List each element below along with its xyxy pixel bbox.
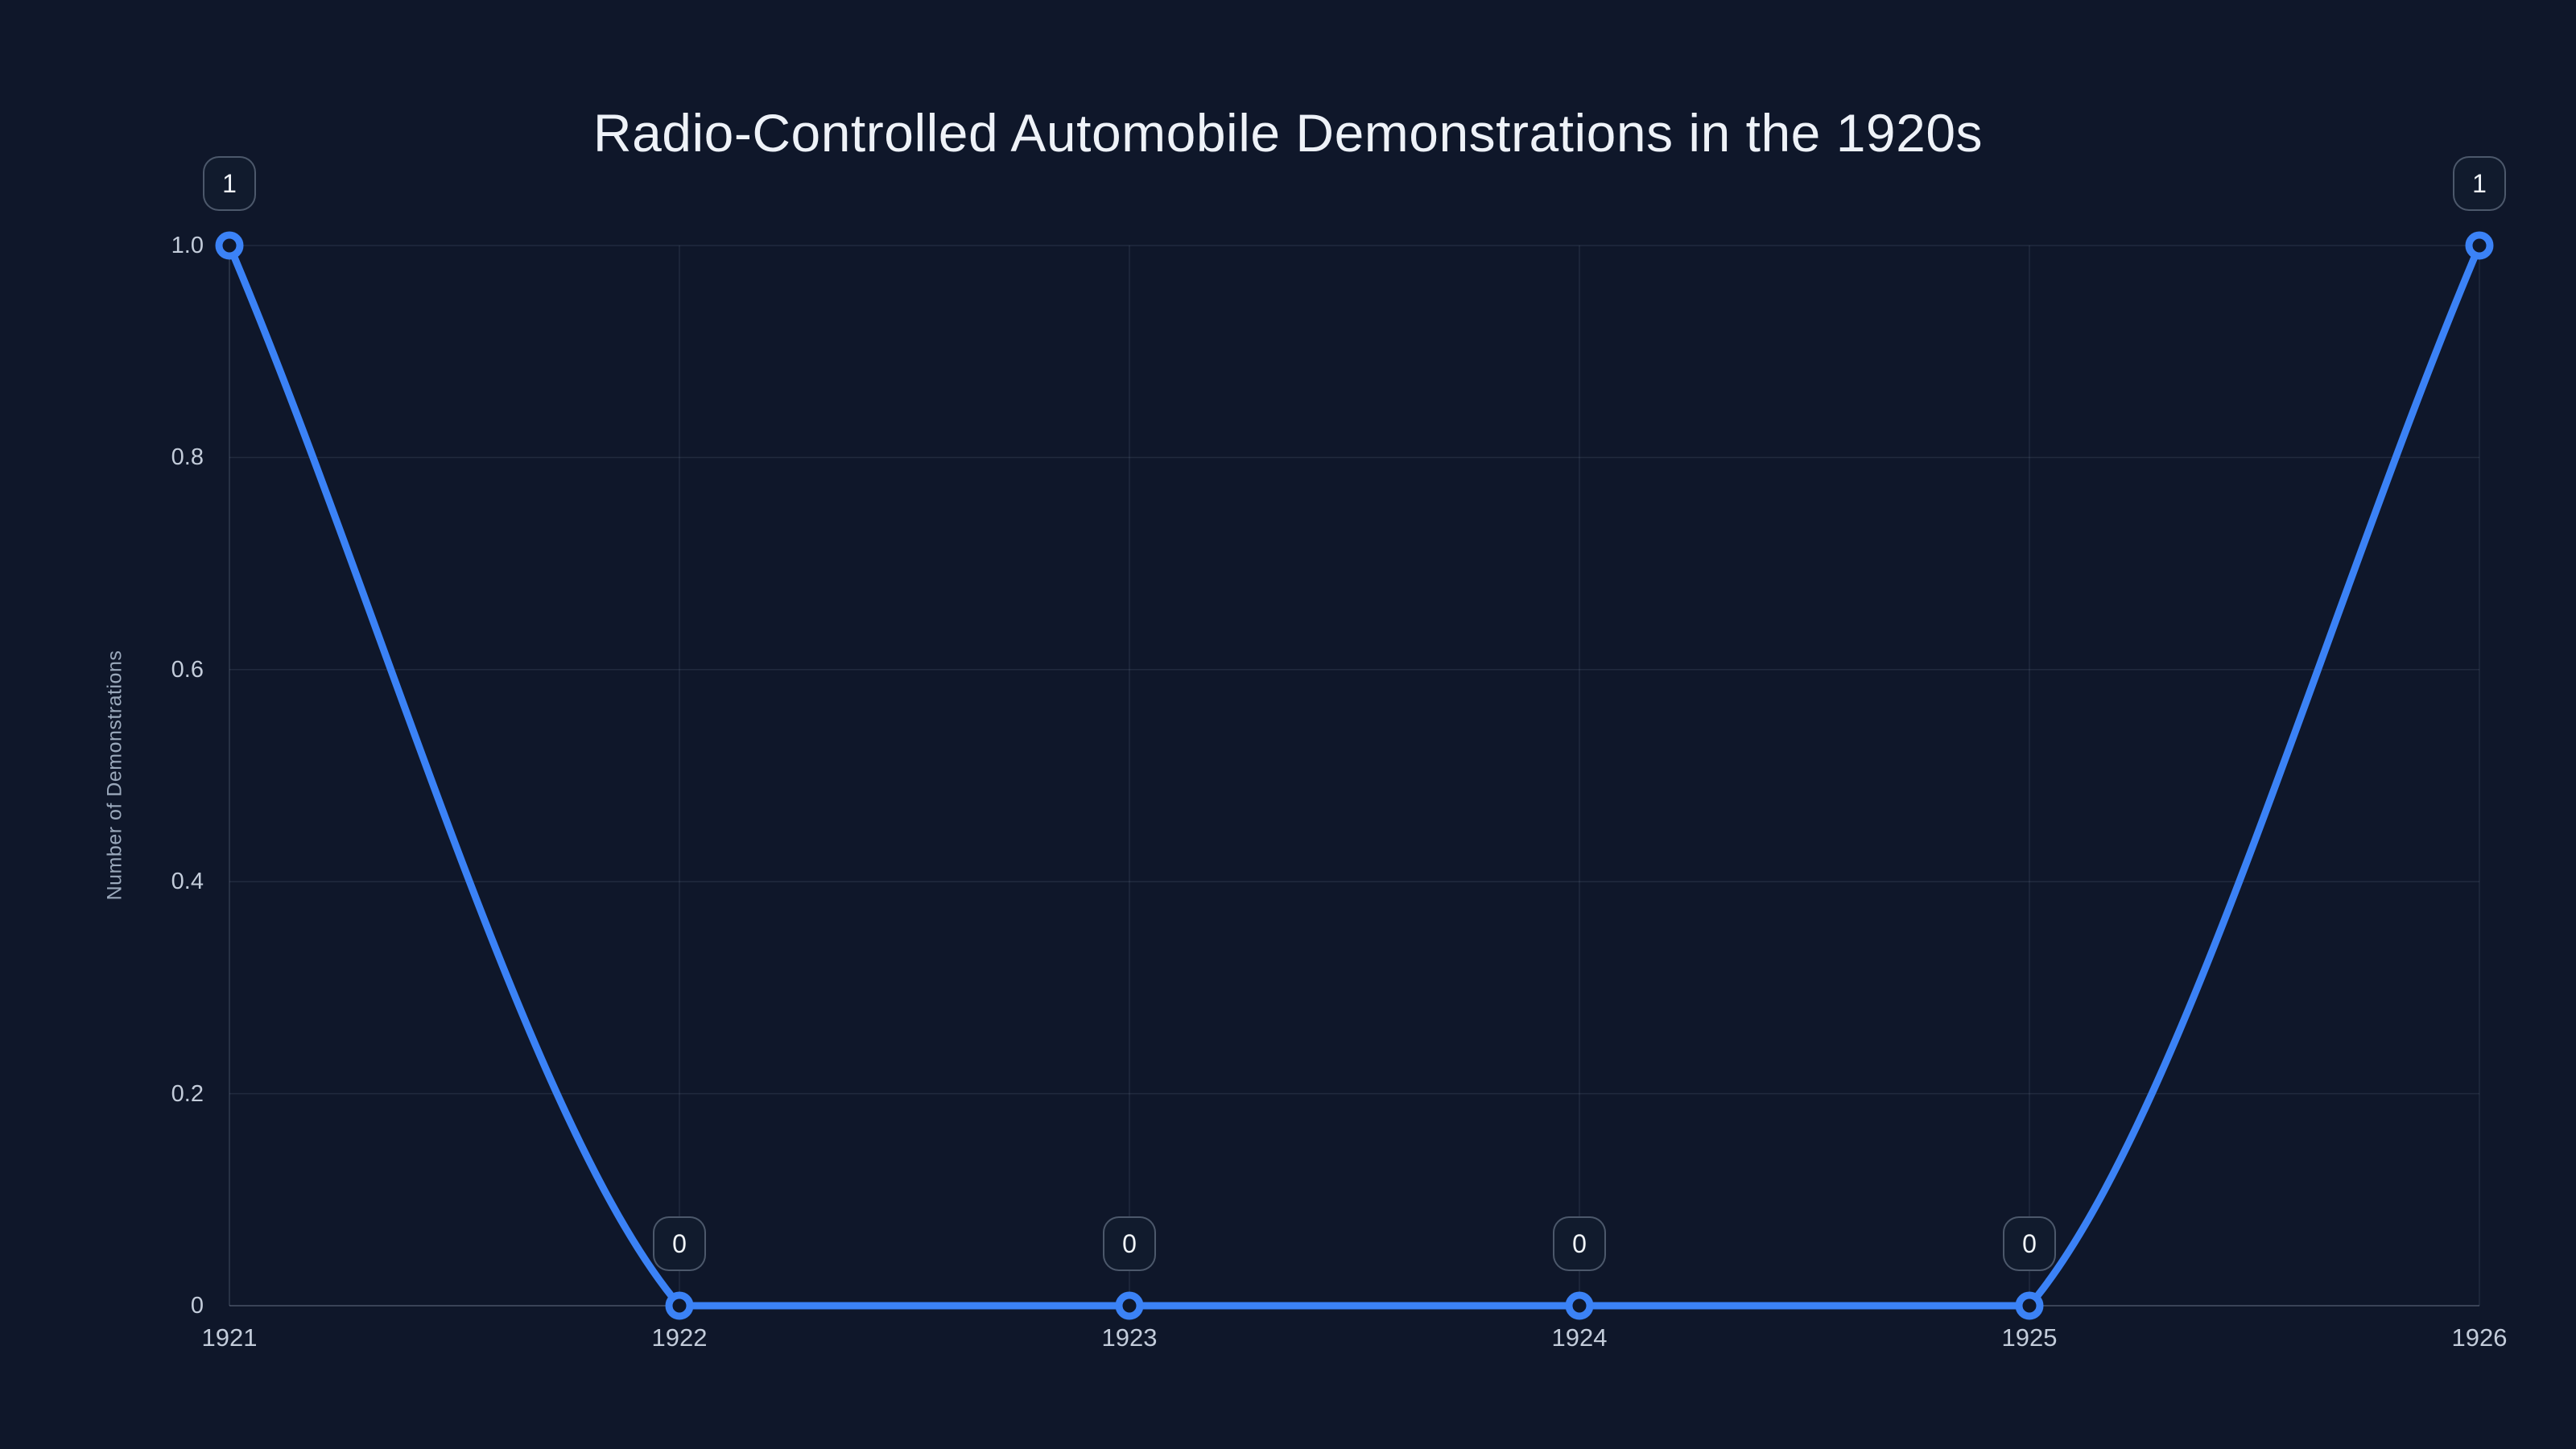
point-value-badge: 0: [1103, 1216, 1156, 1271]
x-tick-label: 1921: [201, 1323, 258, 1352]
y-tick-label: 0.2: [171, 1080, 204, 1107]
data-point-marker[interactable]: [1565, 1291, 1594, 1320]
x-tick-label: 1926: [2451, 1323, 2508, 1352]
x-tick-label: 1923: [1101, 1323, 1158, 1352]
y-tick-label: 0.6: [171, 656, 204, 683]
point-value-badge: 1: [2453, 156, 2506, 211]
data-point-marker[interactable]: [2015, 1291, 2044, 1320]
data-line: [225, 242, 2483, 1310]
y-tick-label: 1.0: [171, 233, 204, 258]
data-point-marker[interactable]: [2465, 231, 2494, 260]
y-tick-label: 0.4: [171, 869, 204, 895]
y-tick-label: 0: [190, 1293, 204, 1319]
y-tick-label: 0.8: [171, 444, 204, 471]
data-point-marker[interactable]: [215, 231, 244, 260]
point-value-badge: 0: [1553, 1216, 1606, 1271]
point-value-badge: 0: [2003, 1216, 2056, 1271]
data-point-marker[interactable]: [1115, 1291, 1144, 1320]
x-tick-label: 1924: [1551, 1323, 1608, 1352]
point-value-badge: 0: [653, 1216, 706, 1271]
x-tick-label: 1925: [2001, 1323, 2058, 1352]
point-value-badge: 1: [203, 156, 256, 211]
chart-title: Radio-Controlled Automobile Demonstratio…: [592, 103, 1984, 163]
data-point-marker[interactable]: [665, 1291, 694, 1320]
x-tick-label: 1922: [651, 1323, 708, 1352]
